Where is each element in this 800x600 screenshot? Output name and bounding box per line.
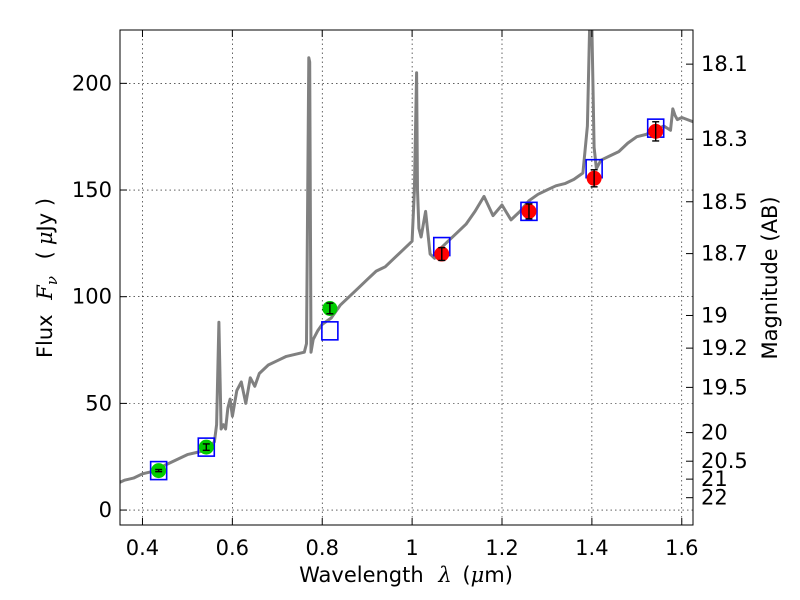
x-tick-label: 0.4	[126, 536, 159, 560]
y-axis-label-symbol: F	[33, 284, 57, 301]
y-axis-label-unit-mu: μ	[33, 231, 57, 245]
y2-tick-label: 19.5	[701, 375, 748, 399]
y-axis-label-subscript: ν	[43, 276, 61, 285]
y-axis-label-unit-open: (	[33, 251, 57, 259]
model-photometry-point	[321, 321, 339, 341]
x-tick-label: 1.2	[485, 536, 518, 560]
y2-tick-label: 20.5	[701, 449, 748, 473]
x-tick-label: 1	[405, 536, 418, 560]
y2-tick-label: 21	[701, 467, 728, 491]
y2-tick-label: 18.5	[701, 190, 748, 214]
y-tick-label: 0	[99, 498, 112, 522]
x-tick-label: 0.6	[216, 536, 249, 560]
x-axis-label-unit-mu: μ	[471, 563, 485, 587]
plot-frame	[119, 29, 694, 526]
x-axis-label-unit-rest: m)	[484, 563, 513, 587]
x-tick-label: 0.8	[306, 536, 339, 560]
x-axis-label-text: Wavelength	[299, 563, 424, 587]
grid	[120, 30, 693, 525]
y2-tick-label: 18.1	[701, 52, 748, 76]
y2-tick-label: 22	[701, 486, 728, 510]
y-axis-label: Flux Fν ( μJy )	[33, 198, 62, 358]
model-photometry-point	[520, 201, 538, 222]
y-axis-label-unit-rest: Jy )	[33, 198, 57, 234]
y2-tick-label: 18.7	[701, 242, 748, 266]
y2-tick-label: 19	[701, 303, 728, 327]
axis-ticks: 0.4 0.6 0.8 1 1.2 1.4 1.6 0 50 100 150 200 18.1 18.3 1…	[72, 30, 748, 560]
y-axis-label-text: Flux	[33, 314, 57, 358]
spectrum-line	[120, 30, 693, 484]
y2-tick-label: 18.3	[701, 127, 748, 151]
x-tick-label: 1.4	[575, 536, 608, 560]
model-photometry-point	[149, 460, 168, 481]
x-tick-label: 1.6	[665, 536, 698, 560]
y2-tick-label: 20	[701, 421, 728, 445]
series-group	[120, 30, 693, 484]
y2-axis-label: Magnitude (AB)	[758, 196, 782, 359]
y-tick-label: 100	[72, 285, 112, 309]
y-tick-label: 50	[85, 391, 112, 415]
y2-tick-label: 19.2	[701, 336, 748, 360]
plot-area	[120, 30, 693, 484]
y-tick-label: 150	[72, 178, 112, 202]
y-tick-label: 200	[72, 71, 112, 95]
x-axis-label-unit-open: (	[462, 563, 470, 587]
model-photometry-point	[197, 437, 216, 457]
x-axis-label: Wavelength λ (μm)	[299, 563, 513, 587]
x-axis-label-symbol: λ	[437, 563, 451, 587]
